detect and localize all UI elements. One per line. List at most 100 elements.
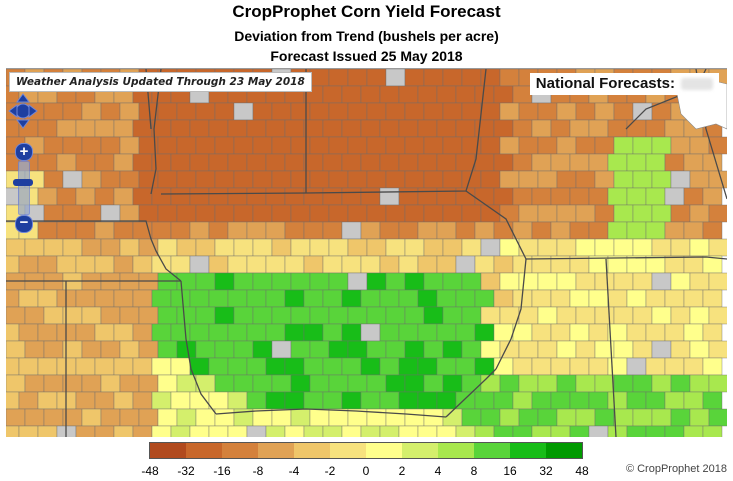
- county-cell[interactable]: [474, 153, 495, 172]
- county-cell[interactable]: [423, 374, 444, 393]
- county-cell[interactable]: [493, 85, 514, 104]
- county-cell[interactable]: [119, 238, 140, 257]
- county-cell[interactable]: [119, 102, 140, 121]
- county-cell[interactable]: [360, 357, 381, 376]
- county-cell[interactable]: [132, 289, 153, 308]
- county-cell[interactable]: [689, 170, 710, 189]
- county-cell[interactable]: [683, 221, 704, 240]
- county-cell[interactable]: [632, 374, 653, 393]
- county-cell[interactable]: [309, 306, 330, 325]
- county-cell[interactable]: [328, 408, 349, 427]
- county-cell[interactable]: [208, 357, 229, 376]
- county-cell[interactable]: [645, 357, 666, 376]
- county-cell[interactable]: [632, 408, 653, 427]
- county-cell[interactable]: [94, 187, 115, 206]
- county-cell[interactable]: [119, 408, 140, 427]
- county-cell[interactable]: [531, 289, 552, 308]
- county-cell[interactable]: [37, 357, 58, 376]
- county-cell[interactable]: [328, 306, 349, 325]
- county-cell[interactable]: [233, 272, 254, 291]
- county-cell[interactable]: [531, 425, 552, 437]
- county-cell[interactable]: [170, 289, 191, 308]
- county-cell[interactable]: [493, 255, 514, 274]
- county-cell[interactable]: [341, 187, 362, 206]
- county-cell[interactable]: [189, 255, 210, 274]
- county-cell[interactable]: [569, 153, 590, 172]
- county-cell[interactable]: [404, 69, 425, 87]
- county-cell[interactable]: [670, 306, 691, 325]
- county-cell[interactable]: [664, 323, 685, 342]
- county-cell[interactable]: [246, 119, 267, 138]
- county-cell[interactable]: [347, 136, 368, 155]
- county-cell[interactable]: [588, 221, 609, 240]
- county-cell[interactable]: [189, 289, 210, 308]
- county-cell[interactable]: [702, 187, 723, 206]
- county-cell[interactable]: [689, 204, 710, 223]
- county-cell[interactable]: [252, 204, 273, 223]
- county-cell[interactable]: [366, 204, 387, 223]
- county-cell[interactable]: [303, 221, 324, 240]
- county-cell[interactable]: [702, 391, 723, 410]
- county-cell[interactable]: [94, 119, 115, 138]
- county-cell[interactable]: [208, 255, 229, 274]
- county-cell[interactable]: [284, 425, 305, 437]
- county-cell[interactable]: [398, 391, 419, 410]
- county-cell[interactable]: [455, 391, 476, 410]
- county-cell[interactable]: [195, 102, 216, 121]
- county-cell[interactable]: [607, 289, 628, 308]
- county-cell[interactable]: [379, 391, 400, 410]
- county-cell[interactable]: [689, 408, 710, 427]
- county-cell[interactable]: [613, 408, 634, 427]
- county-cell[interactable]: [366, 136, 387, 155]
- county-cell[interactable]: [265, 153, 286, 172]
- county-cell[interactable]: [569, 187, 590, 206]
- county-cell[interactable]: [290, 238, 311, 257]
- county-cell[interactable]: [75, 221, 96, 240]
- county-cell[interactable]: [341, 425, 362, 437]
- county-cell[interactable]: [6, 340, 26, 359]
- county-cell[interactable]: [499, 306, 520, 325]
- county-cell[interactable]: [512, 323, 533, 342]
- county-cell[interactable]: [442, 340, 463, 359]
- county-cell[interactable]: [436, 255, 457, 274]
- county-cell[interactable]: [347, 306, 368, 325]
- county-cell[interactable]: [575, 272, 596, 291]
- county-cell[interactable]: [252, 374, 273, 393]
- county-cell[interactable]: [119, 340, 140, 359]
- county-cell[interactable]: [271, 408, 292, 427]
- county-cell[interactable]: [284, 221, 305, 240]
- county-cell[interactable]: [417, 255, 438, 274]
- county-cell[interactable]: [18, 289, 39, 308]
- county-cell[interactable]: [417, 289, 438, 308]
- county-cell[interactable]: [56, 255, 77, 274]
- county-cell[interactable]: [575, 102, 596, 121]
- county-cell[interactable]: [645, 187, 666, 206]
- county-cell[interactable]: [138, 204, 159, 223]
- county-cell[interactable]: [170, 187, 191, 206]
- county-cell[interactable]: [75, 119, 96, 138]
- county-cell[interactable]: [366, 340, 387, 359]
- county-cell[interactable]: [632, 238, 653, 257]
- county-cell[interactable]: [271, 306, 292, 325]
- county-cell[interactable]: [404, 204, 425, 223]
- county-cell[interactable]: [208, 119, 229, 138]
- county-cell[interactable]: [303, 187, 324, 206]
- county-cell[interactable]: [151, 221, 172, 240]
- county-cell[interactable]: [37, 119, 58, 138]
- county-cell[interactable]: [594, 136, 615, 155]
- county-cell[interactable]: [341, 153, 362, 172]
- county-cell[interactable]: [62, 170, 83, 189]
- county-cell[interactable]: [303, 255, 324, 274]
- county-cell[interactable]: [290, 306, 311, 325]
- county-cell[interactable]: [214, 272, 235, 291]
- county-cell[interactable]: [75, 391, 96, 410]
- county-cell[interactable]: [138, 374, 159, 393]
- county-cell[interactable]: [664, 153, 685, 172]
- county-cell[interactable]: [18, 323, 39, 342]
- pan-arrows-icon[interactable]: [8, 93, 38, 129]
- county-cell[interactable]: [100, 170, 121, 189]
- county-cell[interactable]: [398, 425, 419, 437]
- county-cell[interactable]: [94, 323, 115, 342]
- county-cell[interactable]: [708, 408, 727, 427]
- county-cell[interactable]: [246, 153, 267, 172]
